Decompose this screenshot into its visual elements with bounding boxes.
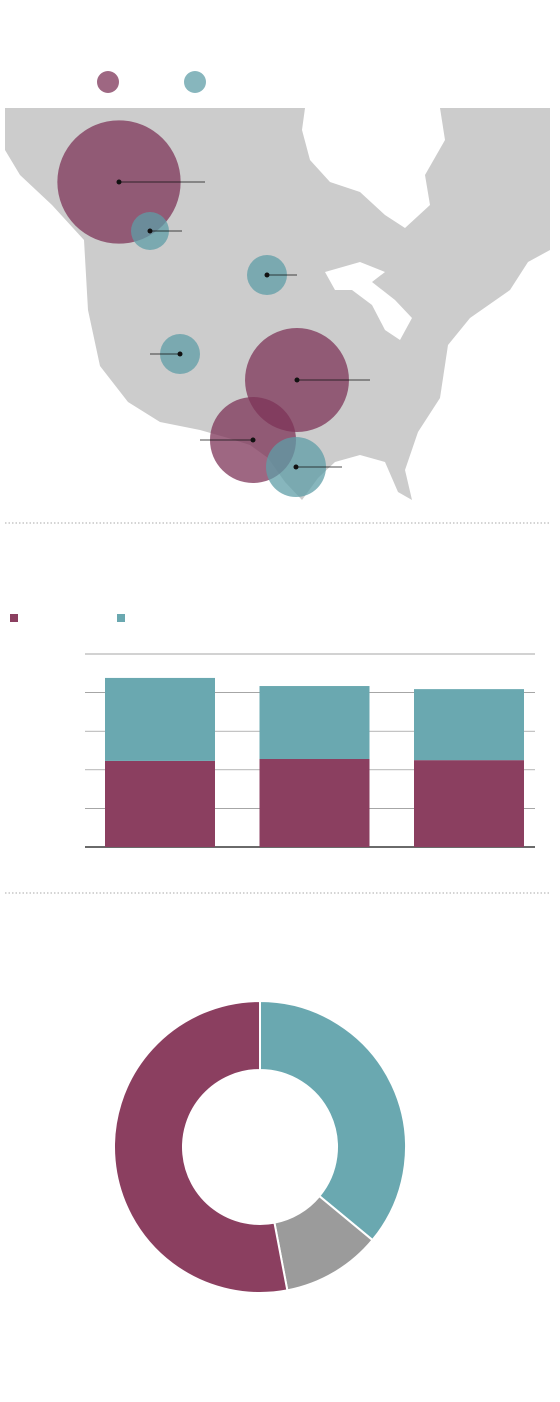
- legend-swatch: [184, 71, 206, 93]
- leader-dot: [116, 179, 122, 185]
- leader-dot: [293, 464, 299, 470]
- leader-dot: [177, 351, 183, 357]
- bar-segment: [414, 760, 524, 847]
- leader-dot: [264, 272, 270, 278]
- bar-segment: [105, 760, 215, 847]
- bar-segment: [414, 689, 524, 761]
- bubbles: [57, 71, 370, 497]
- bar-segment: [105, 677, 215, 761]
- leader-dot: [250, 437, 256, 443]
- legend-swatch: [117, 614, 125, 622]
- bar-chart: [10, 614, 535, 848]
- leader-dot: [147, 228, 153, 234]
- legend-swatch: [10, 614, 18, 622]
- bar-segment: [259, 758, 370, 847]
- hudson-bay: [302, 108, 445, 228]
- legend-swatch: [97, 71, 119, 93]
- great-lakes: [325, 262, 412, 340]
- bar-segment: [259, 686, 370, 759]
- donut-chart: [112, 999, 407, 1294]
- donut-slice: [259, 999, 407, 1242]
- donut-slice: [112, 999, 289, 1294]
- leader-dot: [294, 377, 300, 383]
